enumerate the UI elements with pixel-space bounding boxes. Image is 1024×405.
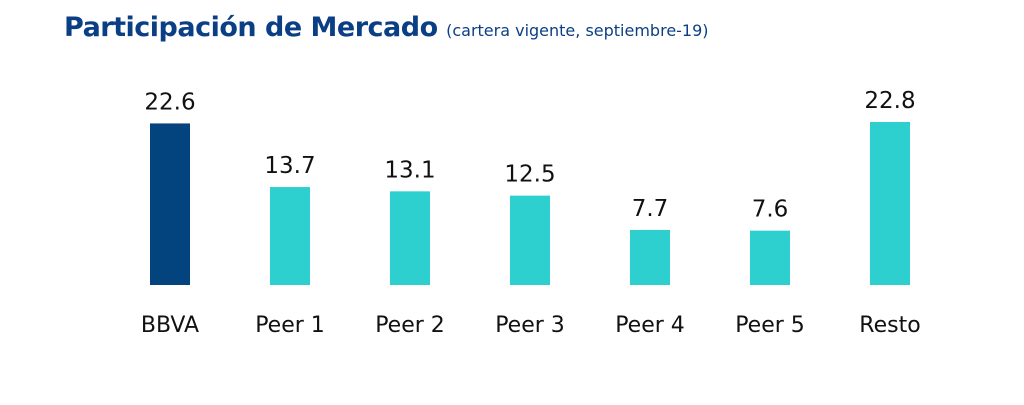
- value-label-peer-5: 7.6: [752, 197, 789, 223]
- value-label-peer-1: 13.7: [264, 153, 315, 179]
- category-label-bbva: BBVA: [141, 313, 199, 338]
- bar-peer-4: [630, 229, 670, 285]
- category-label-peer-4: Peer 4: [615, 313, 685, 338]
- category-label-peer-3: Peer 3: [495, 313, 565, 338]
- value-label-bbva: 22.6: [144, 89, 195, 115]
- value-label-peer-2: 13.1: [384, 157, 435, 183]
- bar-peer-3: [510, 195, 550, 285]
- chart-title-row: Participación de Mercado (cartera vigent…: [64, 12, 709, 43]
- bar-bbva: [150, 123, 190, 285]
- bar-resto: [870, 122, 910, 285]
- bar-peer-2: [390, 191, 430, 285]
- value-label-resto: 22.8: [864, 88, 915, 114]
- category-label-resto: Resto: [859, 313, 920, 338]
- value-label-peer-4: 7.7: [632, 196, 669, 222]
- bar-peer-5: [750, 230, 790, 285]
- chart-title: Participación de Mercado: [64, 12, 438, 43]
- chart-subtitle: (cartera vigente, septiembre-19): [446, 21, 709, 40]
- category-label-peer-1: Peer 1: [255, 313, 325, 338]
- value-label-peer-3: 12.5: [504, 162, 555, 188]
- bar-peer-1: [270, 187, 310, 285]
- category-label-peer-2: Peer 2: [375, 313, 445, 338]
- category-label-peer-5: Peer 5: [735, 313, 805, 338]
